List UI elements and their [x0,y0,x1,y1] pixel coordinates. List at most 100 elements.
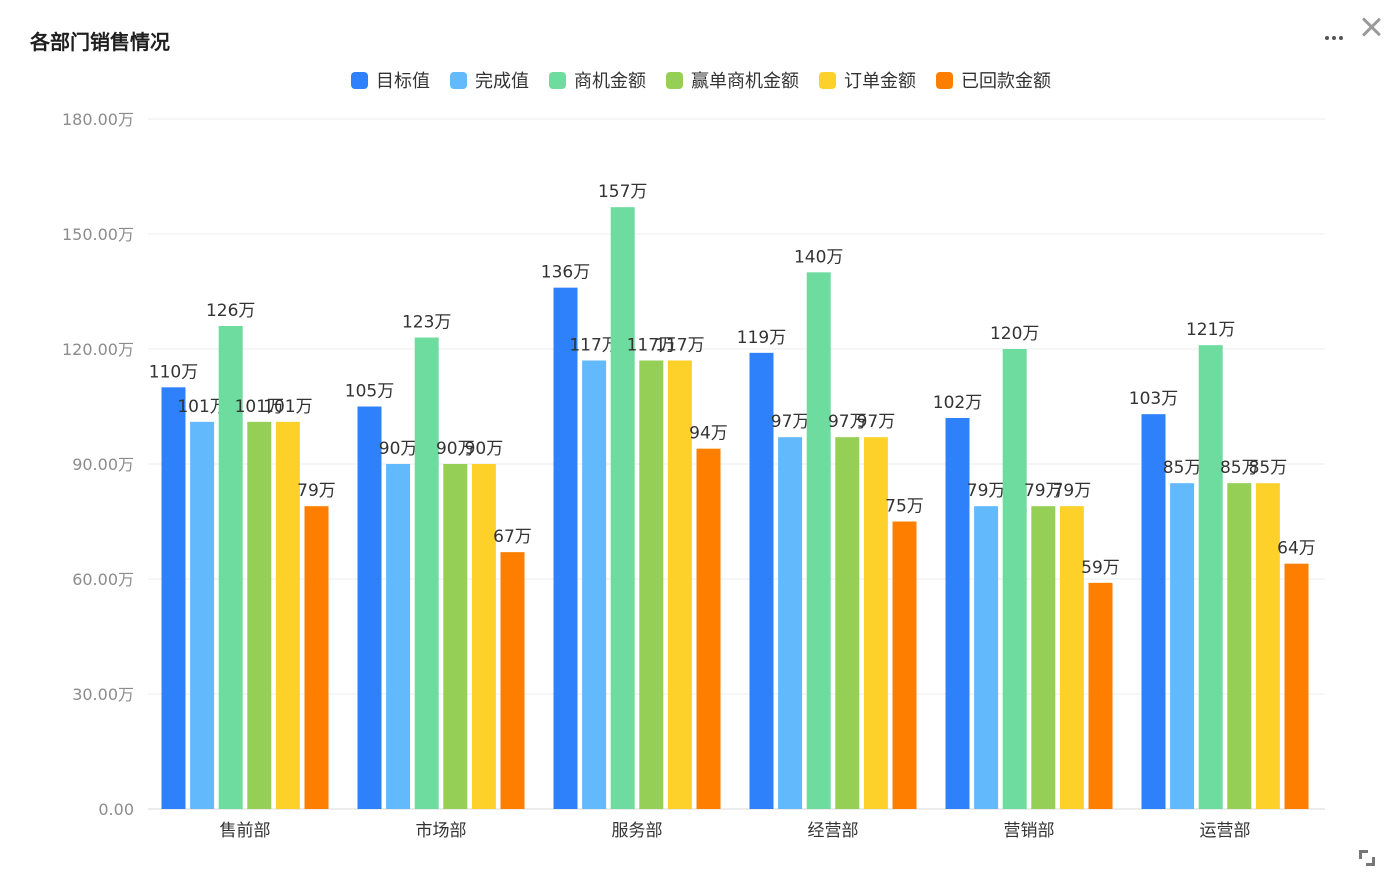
legend-marker [450,72,467,89]
bar-value-label: 79万 [297,481,336,501]
x-tick-label: 售前部 [220,821,271,841]
y-tick-label: 30.00万 [72,685,134,704]
x-tick-label: 营销部 [1004,821,1055,841]
bar-value-label: 85万 [1163,458,1202,478]
bar-value-label: 117万 [569,336,618,356]
bar-value-label: 67万 [493,527,532,547]
bar [1031,506,1056,809]
bar [357,406,382,809]
bar-value-label: 97万 [828,412,867,432]
bar-value-label: 103万 [1129,389,1178,409]
bar [806,272,831,809]
bar-value-label: 123万 [402,313,451,333]
bar [696,448,721,809]
bar [778,437,803,809]
bar-value-label: 119万 [737,328,786,348]
bar [749,352,774,809]
x-tick-label: 服务部 [612,821,663,841]
bar [275,421,300,809]
bar [190,421,215,809]
bar [1284,563,1309,809]
bar [471,464,496,809]
bar [1255,483,1280,809]
x-tick-label: 经营部 [808,821,859,841]
legend-label: 订单金额 [844,71,916,92]
bar [892,521,917,809]
bar-value-label: 105万 [345,382,394,402]
y-tick-label: 0.00 [98,800,134,819]
bar [304,506,329,809]
bar [974,506,999,809]
bar-value-label: 117万 [627,336,676,356]
bar-value-label: 157万 [598,182,647,202]
bar [1198,345,1223,809]
bar [1059,506,1084,809]
bar-value-label: 102万 [933,393,982,413]
bar [1141,414,1166,809]
legend-marker [666,72,683,89]
bar [218,326,243,809]
bar-value-label: 85万 [1220,458,1259,478]
bar-value-label: 126万 [206,301,255,321]
bar [500,552,525,809]
bar [247,421,272,809]
bar [835,437,860,809]
bar [639,360,664,809]
bar-value-label: 117万 [655,336,704,356]
bar [863,437,888,809]
legend-label: 赢单商机金额 [691,70,799,92]
bar [582,360,607,809]
legend-label: 已回款金额 [961,71,1051,92]
legend-label: 商机金额 [574,71,646,92]
bar [414,337,439,809]
expand-icon[interactable] [1357,848,1377,868]
bar-value-label: 120万 [990,324,1039,344]
y-tick-label: 180.00万 [62,110,134,129]
bar-value-label: 94万 [689,424,728,444]
bar [667,360,692,809]
more-options-icon[interactable] [1323,26,1347,46]
legend-label: 目标值 [376,71,430,92]
bar-value-label: 64万 [1277,539,1316,559]
legend-marker [549,72,566,89]
bar [1170,483,1195,809]
bar [945,418,970,809]
bar [161,387,186,809]
bar-value-label: 90万 [436,439,475,459]
legend-marker [351,72,368,89]
bar-value-label: 59万 [1081,558,1120,578]
y-tick-label: 60.00万 [72,570,134,589]
bar-value-label: 140万 [794,247,843,267]
bar-value-label: 101万 [235,397,284,417]
bar [1002,349,1027,809]
bar-value-label: 101万 [177,397,226,417]
y-tick-label: 150.00万 [62,225,134,244]
bar-value-label: 79万 [1053,481,1092,501]
bar-value-label: 75万 [885,497,924,517]
bar [553,287,578,810]
bar-value-label: 85万 [1249,458,1288,478]
bar [610,207,635,809]
y-tick-label: 120.00万 [62,340,134,359]
bar-value-label: 121万 [1186,320,1235,340]
bar-value-label: 79万 [967,481,1006,501]
bar-value-label: 110万 [149,362,198,382]
legend-label: 完成值 [475,71,529,92]
x-tick-label: 市场部 [416,821,467,841]
bar-value-label: 90万 [379,439,418,459]
bar [443,464,468,809]
chart-title: 各部门销售情况 [30,30,170,54]
bar [1227,483,1252,809]
x-tick-label: 运营部 [1200,821,1251,841]
bar-value-label: 97万 [771,412,810,432]
bar-value-label: 79万 [1024,481,1063,501]
bar-value-label: 97万 [857,412,896,432]
bar-value-label: 136万 [541,263,590,283]
bar [1088,582,1113,809]
legend-marker [819,72,836,89]
bar [386,464,411,809]
bar-value-label: 101万 [263,397,312,417]
y-tick-label: 90.00万 [72,455,134,474]
legend-marker [936,72,953,89]
